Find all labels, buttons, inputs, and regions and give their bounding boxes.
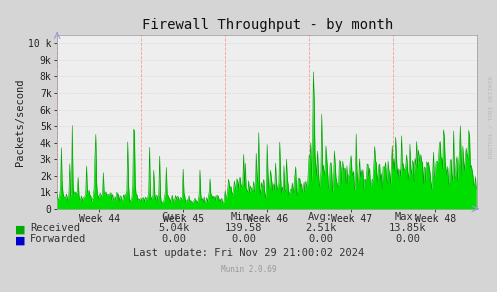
Text: Max:: Max: [395,212,420,222]
Text: 0.00: 0.00 [162,234,186,244]
Text: Cur:: Cur: [162,212,186,222]
Text: Received: Received [30,223,80,233]
Text: 139.58: 139.58 [225,223,262,233]
Text: 0.00: 0.00 [395,234,420,244]
Text: Last update: Fri Nov 29 21:00:02 2024: Last update: Fri Nov 29 21:00:02 2024 [133,248,364,258]
Text: 0.00: 0.00 [308,234,333,244]
Text: Min:: Min: [231,212,256,222]
Text: Avg:: Avg: [308,212,333,222]
Text: Munin 2.0.69: Munin 2.0.69 [221,265,276,274]
Title: Firewall Throughput - by month: Firewall Throughput - by month [142,18,393,32]
Text: 2.51k: 2.51k [305,223,336,233]
Text: RRDTOOL / TOBI OETIKER: RRDTOOL / TOBI OETIKER [489,76,494,158]
Text: ■: ■ [15,236,25,246]
Text: 13.85k: 13.85k [389,223,426,233]
Y-axis label: Packets/second: Packets/second [15,78,25,166]
Text: ■: ■ [15,224,25,234]
Text: 0.00: 0.00 [231,234,256,244]
Text: 5.04k: 5.04k [159,223,189,233]
Text: Forwarded: Forwarded [30,234,86,244]
